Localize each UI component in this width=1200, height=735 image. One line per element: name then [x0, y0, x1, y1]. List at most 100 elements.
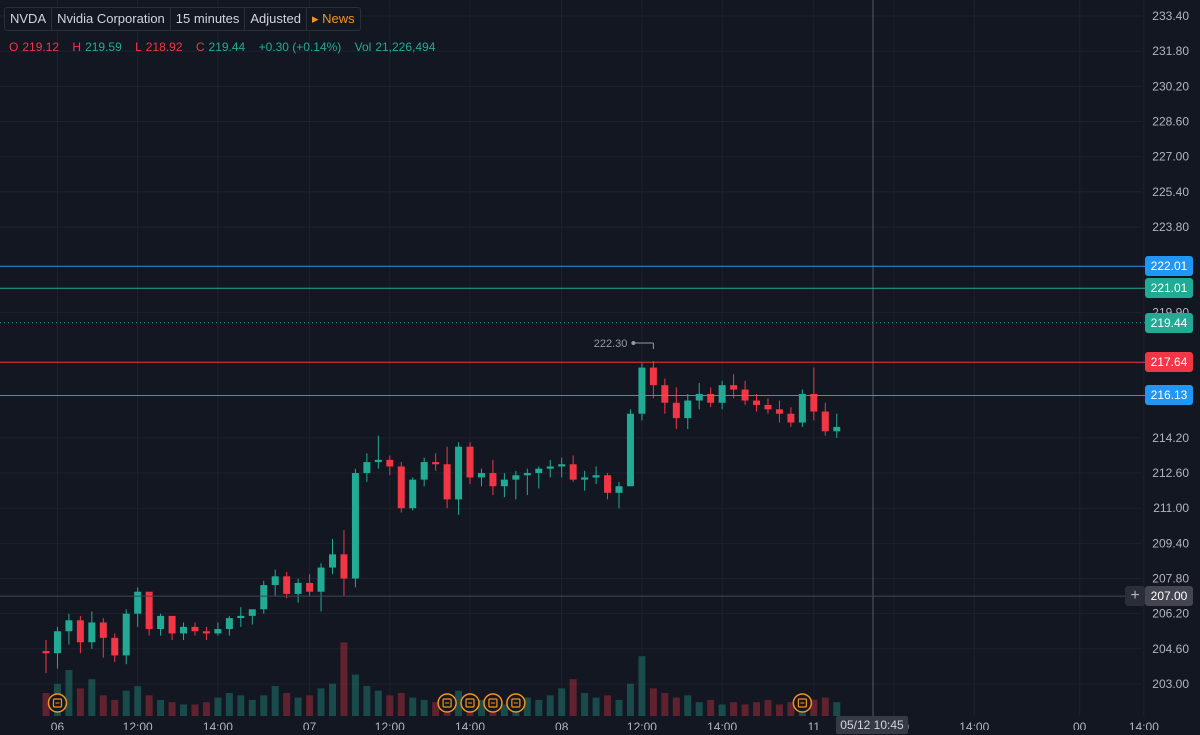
candle[interactable]	[42, 651, 50, 654]
candle[interactable]	[833, 426, 841, 432]
volume-bar	[661, 693, 669, 716]
candle[interactable]	[88, 622, 96, 643]
candle[interactable]	[443, 464, 451, 500]
volume-bar	[180, 704, 188, 716]
ohlc-legend: O 219.12 H 219.59 L 218.92 C 219.44 +0.30 (+…	[9, 40, 445, 54]
interval-selector[interactable]: 15 minutes	[171, 8, 246, 30]
candle[interactable]	[753, 400, 761, 405]
earnings-marker-icon[interactable]	[437, 693, 457, 713]
candle[interactable]	[477, 473, 485, 478]
candle[interactable]	[581, 477, 589, 480]
candle[interactable]	[626, 413, 634, 487]
candle[interactable]	[111, 637, 119, 656]
earnings-marker-icon[interactable]	[483, 693, 503, 713]
y-tick-label: 230.20	[1152, 79, 1189, 93]
candle[interactable]	[466, 446, 474, 478]
candle[interactable]	[420, 462, 428, 480]
price-line-tag[interactable]: 222.01	[1145, 256, 1193, 277]
candle[interactable]	[248, 609, 256, 616]
price-line-tag[interactable]: 216.13	[1145, 385, 1193, 406]
price-line-tag[interactable]: 207.00	[1145, 586, 1193, 607]
candle[interactable]	[615, 486, 623, 493]
candle[interactable]	[604, 475, 612, 493]
volume-bar	[558, 688, 566, 716]
candle[interactable]	[500, 479, 508, 487]
candle[interactable]	[157, 615, 165, 630]
candle[interactable]	[592, 475, 600, 478]
candle[interactable]	[810, 393, 818, 412]
earnings-marker-glyph	[465, 698, 475, 708]
adjustment-label[interactable]: Adjusted	[245, 8, 307, 30]
candle[interactable]	[535, 468, 543, 474]
candle[interactable]	[558, 464, 566, 467]
candle[interactable]	[730, 385, 738, 390]
candle[interactable]	[672, 402, 680, 419]
candle[interactable]	[512, 475, 520, 480]
candle[interactable]	[546, 466, 554, 469]
candle[interactable]	[214, 629, 222, 634]
symbol-ticker[interactable]: NVDA	[5, 8, 53, 30]
earnings-marker-icon[interactable]	[506, 693, 526, 713]
volume-bar	[374, 690, 382, 716]
candle[interactable]	[489, 473, 497, 487]
candle[interactable]	[787, 413, 795, 423]
earnings-marker-icon[interactable]	[460, 693, 480, 713]
candle[interactable]	[661, 385, 669, 403]
candle[interactable]	[122, 613, 130, 656]
add-alert-plus-icon[interactable]: +	[1125, 586, 1145, 606]
symbol-bar[interactable]: NVDA Nvidia Corporation 15 minutes Adjus…	[4, 7, 361, 31]
candle[interactable]	[718, 385, 726, 403]
candle[interactable]	[283, 576, 291, 594]
candle[interactable]	[523, 473, 531, 476]
candle[interactable]	[180, 626, 188, 634]
candle[interactable]	[386, 459, 394, 467]
candle[interactable]	[695, 393, 703, 401]
candle[interactable]	[65, 620, 73, 632]
candle[interactable]	[202, 631, 210, 634]
candle[interactable]	[237, 615, 245, 619]
candle[interactable]	[317, 567, 325, 592]
candle[interactable]	[798, 393, 806, 423]
earnings-marker-icon[interactable]	[792, 693, 813, 713]
candle[interactable]	[409, 479, 417, 509]
candle[interactable]	[455, 446, 463, 500]
candle[interactable]	[306, 582, 314, 592]
candle[interactable]	[329, 554, 336, 568]
candle[interactable]	[649, 367, 657, 386]
candle[interactable]	[271, 576, 279, 586]
candle[interactable]	[225, 618, 233, 630]
candle[interactable]	[569, 464, 577, 480]
news-button[interactable]: ▸ News	[311, 11, 355, 26]
candle[interactable]	[168, 615, 176, 634]
candle[interactable]	[684, 400, 692, 419]
volume-bar	[283, 693, 291, 716]
candle[interactable]	[145, 591, 153, 630]
earnings-marker-icon[interactable]	[47, 693, 68, 713]
candle[interactable]	[638, 367, 646, 414]
price-line-tag[interactable]: 221.01	[1145, 278, 1193, 299]
candle[interactable]	[707, 393, 715, 403]
candle[interactable]	[821, 411, 829, 432]
candle[interactable]	[76, 620, 84, 643]
candle[interactable]	[764, 404, 772, 410]
candle[interactable]	[294, 582, 302, 594]
candle[interactable]	[363, 462, 371, 474]
y-tick-label: 228.60	[1152, 114, 1189, 128]
volume-bar	[214, 697, 222, 716]
candle[interactable]	[53, 631, 61, 654]
candle[interactable]	[397, 466, 405, 509]
candle[interactable]	[99, 622, 107, 638]
price-line-tag[interactable]: 217.64	[1145, 352, 1193, 373]
candle[interactable]	[134, 591, 142, 614]
candle[interactable]	[432, 462, 440, 465]
candle[interactable]	[260, 585, 268, 610]
candle[interactable]	[191, 626, 199, 632]
candle[interactable]	[374, 459, 382, 463]
last-price-tag[interactable]: 219.44	[1145, 312, 1193, 333]
volume-bar	[638, 656, 646, 716]
candle[interactable]	[340, 554, 348, 579]
candle[interactable]	[351, 473, 359, 579]
candle[interactable]	[775, 409, 783, 414]
